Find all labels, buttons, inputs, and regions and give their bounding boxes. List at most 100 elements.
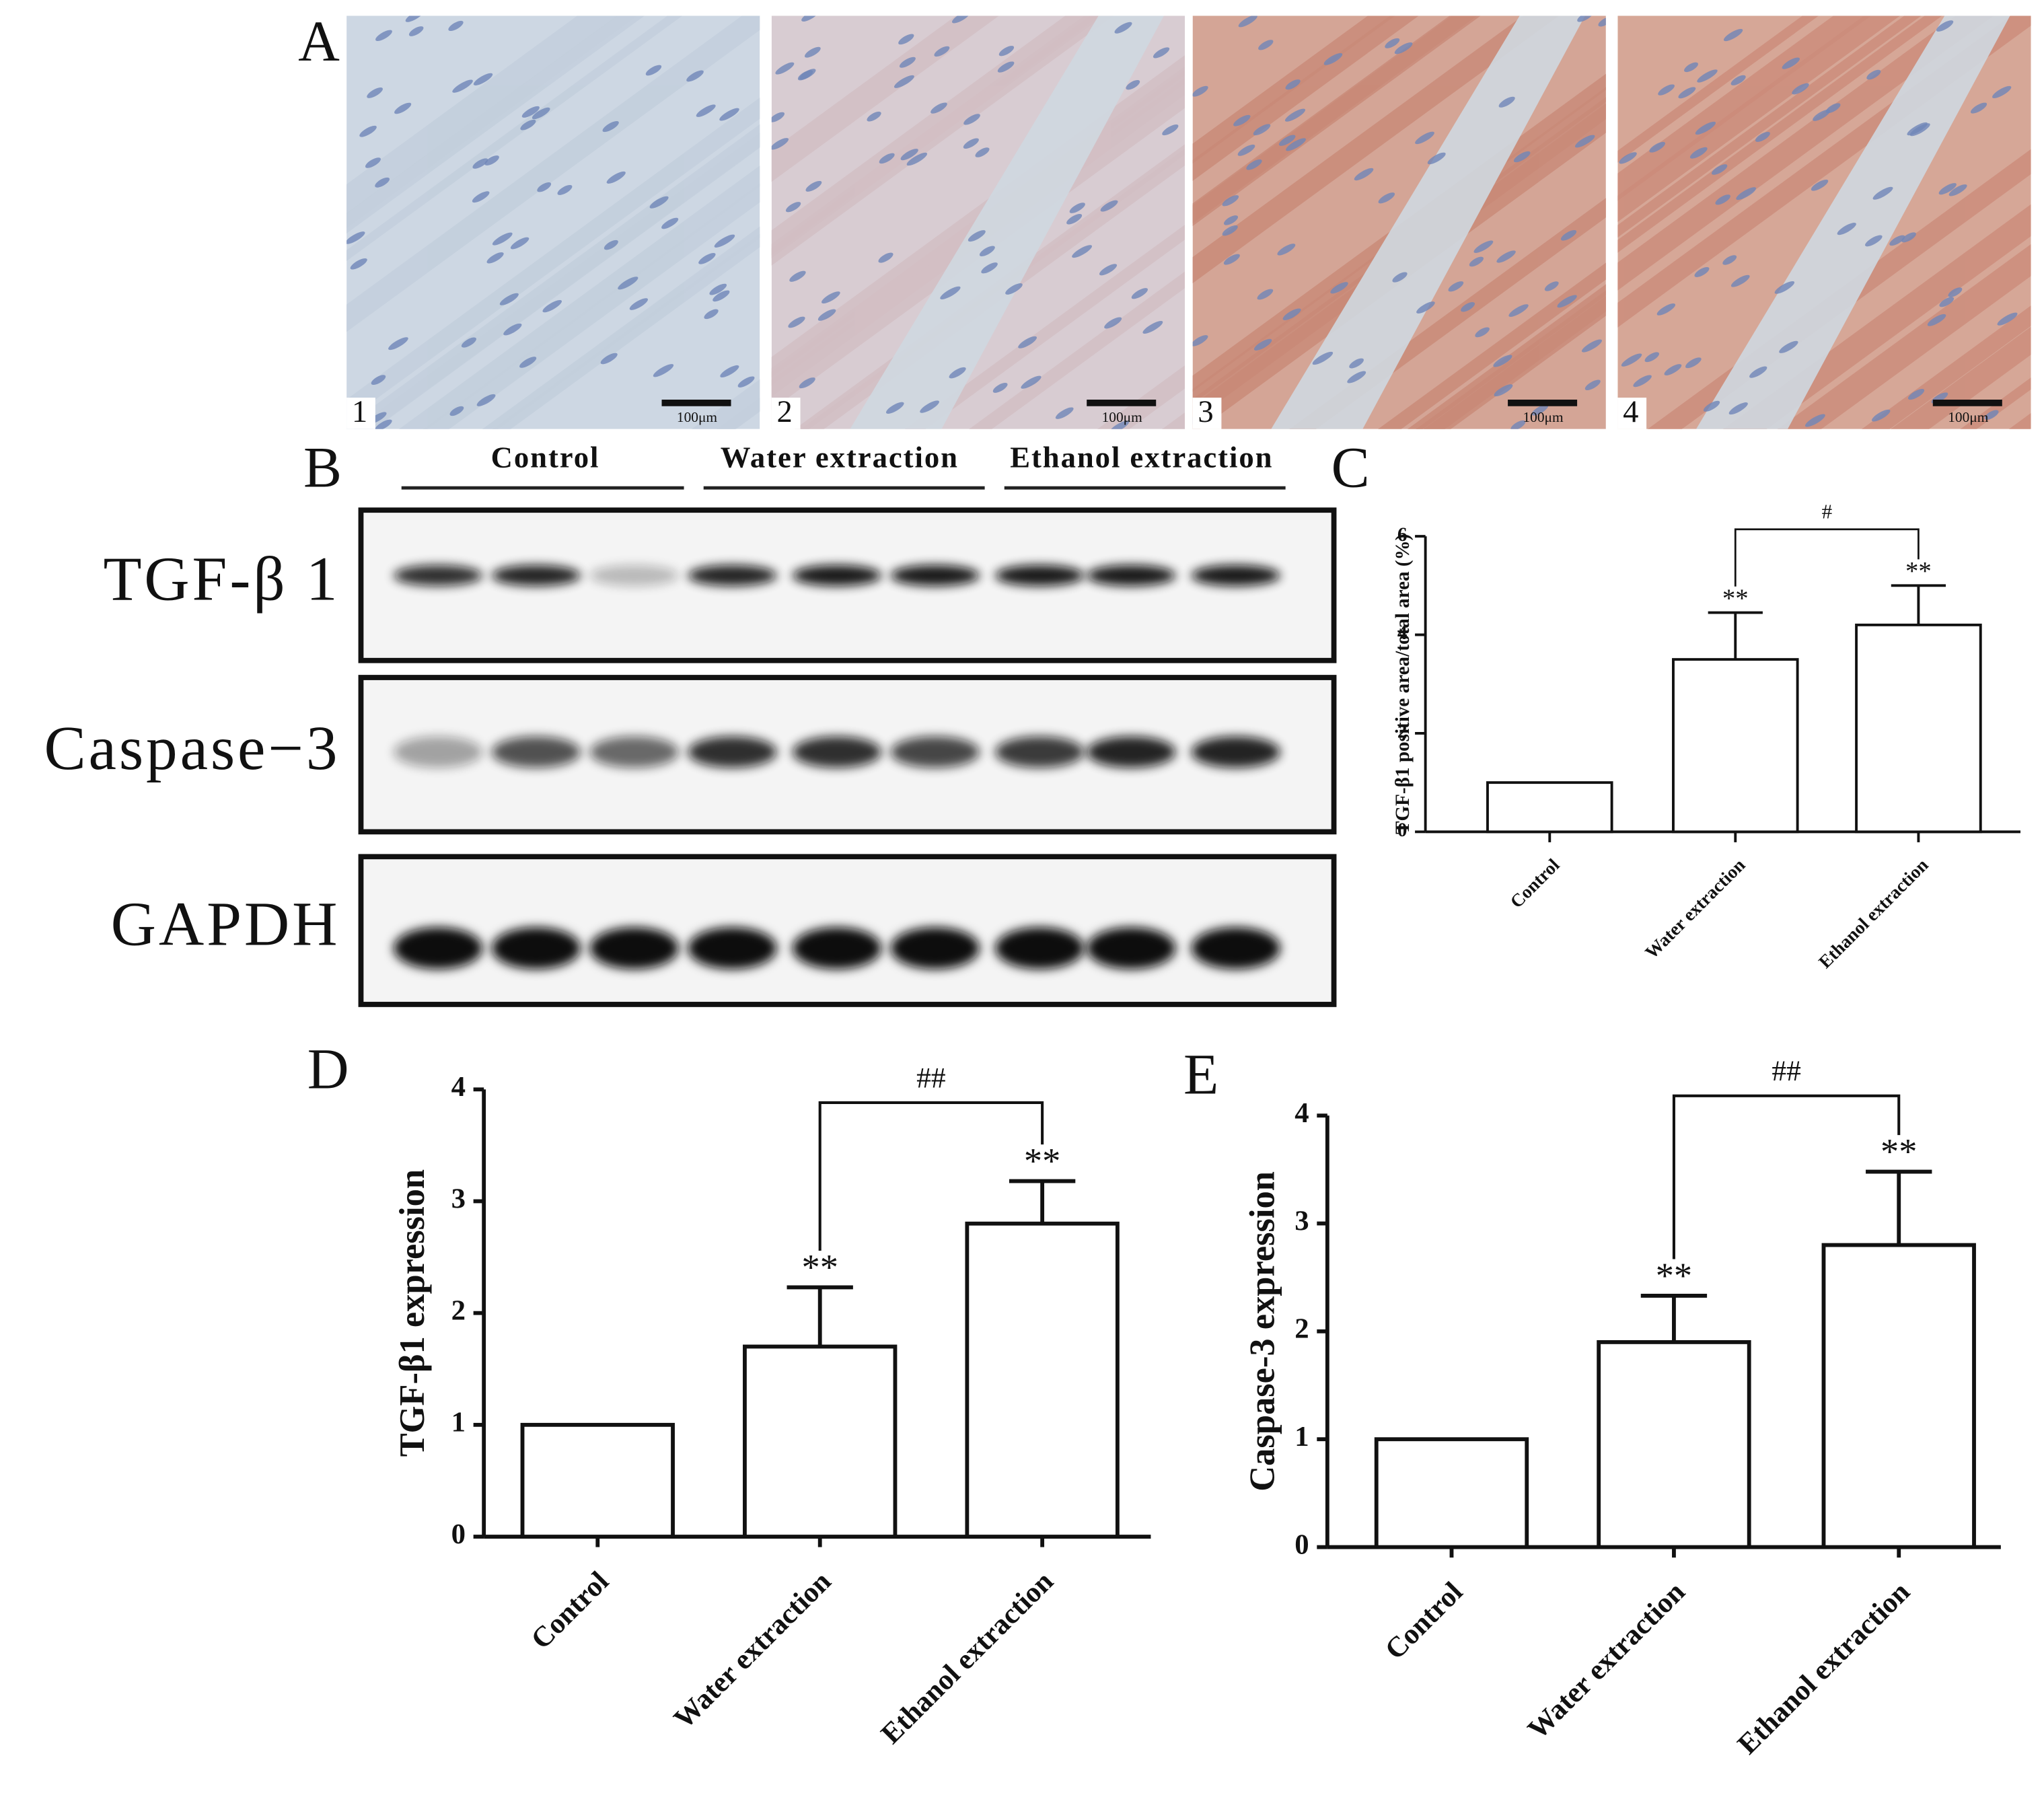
nucleus (1394, 42, 1413, 54)
significance-label: ** (1656, 1255, 1692, 1296)
nucleus (1992, 85, 2012, 98)
nucleus (1703, 400, 1720, 412)
nucleus (1238, 15, 1257, 28)
fiber (1862, 305, 2031, 429)
nucleus (1018, 336, 1037, 349)
nucleus (600, 353, 618, 365)
significance-label: ** (1881, 1132, 1917, 1172)
fiber (1617, 15, 1900, 222)
nucleus (1825, 103, 1841, 114)
nucleus (1779, 340, 1798, 353)
band (491, 736, 581, 768)
fiber (1891, 326, 2031, 429)
nucleus (472, 158, 488, 169)
nucleus (408, 26, 424, 36)
nucleus (1448, 281, 1464, 292)
nucleus (797, 70, 813, 81)
gap (850, 15, 1164, 429)
band (394, 564, 483, 586)
nucleus (1948, 287, 1963, 297)
nucleus (1560, 230, 1577, 241)
nucleus (997, 61, 1015, 73)
nucleus (1633, 375, 1652, 388)
x-tick-label: Control (1379, 1576, 1469, 1666)
nucleus (1223, 254, 1240, 265)
y-tick-label: 0 (1397, 819, 1408, 841)
y-tick-label: 1 (1294, 1421, 1309, 1453)
nucleus (1685, 357, 1702, 369)
nucleus (789, 270, 806, 282)
nucleus (1837, 223, 1856, 235)
nucleus (867, 111, 881, 122)
micrograph-content (1617, 15, 2031, 429)
fiber (1723, 204, 2031, 429)
band (995, 564, 1085, 586)
nucleus (1907, 122, 1928, 136)
nucleus (371, 375, 386, 386)
nucleus (499, 293, 519, 305)
number-box (1192, 398, 1222, 429)
nucleus (1347, 371, 1366, 383)
panel-label: C (1331, 436, 1370, 499)
nucleus (1927, 314, 1946, 326)
nucleus (542, 300, 562, 313)
fiber (346, 98, 760, 421)
nucleus (1581, 339, 1602, 353)
band (589, 927, 679, 969)
comparison-bracket (1672, 1094, 1901, 1259)
x-tick-label: Ethanol extraction (875, 1566, 1060, 1750)
nucleus (519, 357, 537, 368)
nucleus (1889, 235, 1905, 246)
band (792, 927, 882, 969)
y-tick-label: 2 (1397, 721, 1408, 743)
y-tick-label: 6 (1397, 524, 1408, 546)
band (688, 564, 777, 586)
nucleus (1461, 302, 1475, 312)
significance-label: ** (801, 1247, 838, 1287)
nucleus (1473, 240, 1494, 253)
nucleus (486, 252, 504, 264)
nucleus (1712, 164, 1728, 175)
nucleus (934, 46, 950, 57)
nucleus (661, 217, 679, 229)
image-number: 2 (777, 394, 793, 429)
y-tick-label: 4 (1397, 622, 1408, 644)
nucleus (375, 177, 390, 188)
fiber (1617, 15, 1819, 163)
fiber (492, 233, 760, 429)
x-tick-label: Control (525, 1566, 615, 1656)
nucleus (885, 402, 904, 414)
nucleus (1330, 282, 1348, 294)
nucleus (1415, 131, 1434, 145)
fiber (1416, 290, 1606, 429)
nucleus (653, 364, 674, 377)
panel-label: A (298, 10, 340, 73)
nucleus (629, 298, 649, 310)
y-tick-label: 3 (1294, 1205, 1309, 1237)
nucleus (1475, 327, 1490, 338)
nucleus (981, 262, 998, 274)
band (1191, 927, 1280, 969)
fiber (423, 183, 760, 429)
panel-label: D (307, 1038, 349, 1101)
gap (1271, 15, 1585, 429)
significance-label: ** (1024, 1141, 1060, 1181)
band (792, 736, 882, 768)
fiber (771, 15, 999, 182)
comparison-label: # (1822, 500, 1833, 523)
band (491, 564, 581, 586)
micrograph: 1 100μm (346, 15, 760, 429)
x-tick-label: Ethanol extraction (1732, 1576, 1916, 1760)
fiber (346, 15, 618, 214)
comparison-bracket (818, 1101, 1044, 1251)
comparison-label: ## (1772, 1055, 1801, 1087)
band (890, 927, 980, 969)
nucleus (1736, 187, 1757, 200)
bar (1855, 623, 1982, 834)
nucleus (1997, 312, 2018, 326)
nucleus (771, 138, 789, 150)
nucleus (1749, 366, 1767, 378)
band (995, 927, 1085, 969)
nucleus (1131, 288, 1148, 299)
